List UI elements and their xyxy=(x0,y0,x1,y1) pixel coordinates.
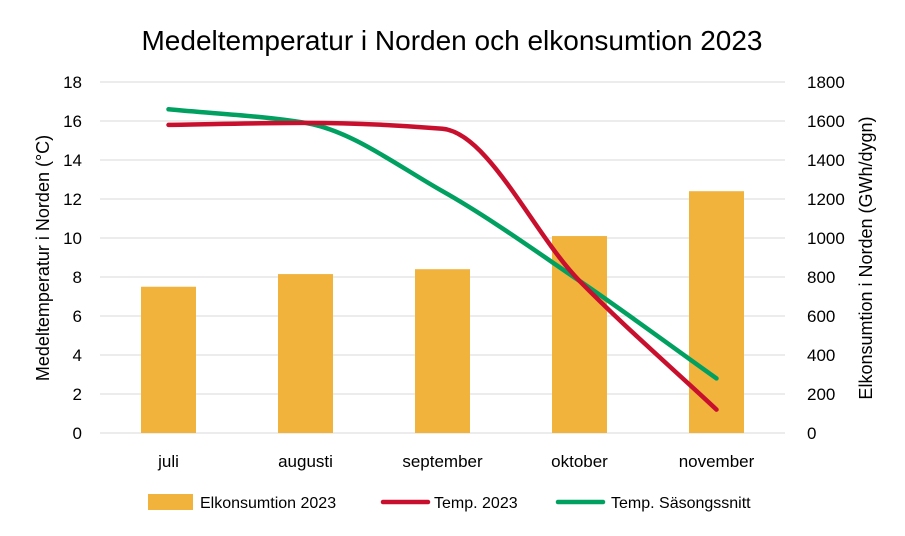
y-right-tick-label: 0 xyxy=(807,424,816,443)
y-left-tick-label: 10 xyxy=(63,229,82,248)
bar xyxy=(689,191,744,433)
legend-label: Elkonsumtion 2023 xyxy=(200,495,336,512)
x-tick-label: juli xyxy=(157,452,179,471)
y-left-tick-label: 8 xyxy=(73,268,82,287)
y-left-tick-label: 16 xyxy=(63,112,82,131)
x-tick-label: oktober xyxy=(551,452,608,471)
y-left-tick-label: 4 xyxy=(73,346,82,365)
y-right-tick-label: 400 xyxy=(807,346,835,365)
y-left-tick-label: 0 xyxy=(73,424,82,443)
bar-series xyxy=(141,191,744,433)
y-left-tick-label: 14 xyxy=(63,151,82,170)
y-axis-left-title: Medeltemperatur i Norden (°C) xyxy=(33,135,53,381)
y-left-tick-label: 12 xyxy=(63,190,82,209)
bar xyxy=(278,274,333,433)
line-series xyxy=(166,107,719,412)
legend-label: Temp. 2023 xyxy=(434,495,518,512)
legend-swatch-bar xyxy=(148,494,193,510)
y-left-tick-label: 2 xyxy=(73,385,82,404)
x-tick-label: september xyxy=(402,452,483,471)
bar xyxy=(415,269,470,433)
line-temp-s-songssnitt xyxy=(166,107,719,381)
bar xyxy=(141,286,196,433)
y-left-tick-label: 6 xyxy=(73,307,82,326)
y-right-tick-label: 1200 xyxy=(807,190,845,209)
legend-label: Temp. Säsongssnitt xyxy=(611,495,751,512)
x-tick-label: november xyxy=(679,452,755,471)
y-axis-right-title: Elkonsumtion i Norden (GWh/dygn) xyxy=(856,116,876,399)
y-right-tick-label: 1800 xyxy=(807,73,845,92)
legend: Elkonsumtion 2023 Temp. 2023 Temp. Säsongs… xyxy=(148,494,751,512)
y-left-tick-label: 18 xyxy=(63,73,82,92)
chart-title: Medeltemperatur i Norden och elkonsumtio… xyxy=(141,25,762,56)
line-temp-2023 xyxy=(166,120,719,412)
x-tick-label: augusti xyxy=(278,452,333,471)
y-right-tick-label: 1400 xyxy=(807,151,845,170)
axis-ticks: 0 2 4 6 8 10 12 14 16 18 0 200 400 600 800 1000 1200 1400… xyxy=(63,73,845,471)
y-right-tick-label: 800 xyxy=(807,268,835,287)
y-right-tick-label: 1600 xyxy=(807,112,845,131)
y-right-tick-label: 600 xyxy=(807,307,835,326)
y-right-tick-label: 200 xyxy=(807,385,835,404)
y-right-tick-label: 1000 xyxy=(807,229,845,248)
